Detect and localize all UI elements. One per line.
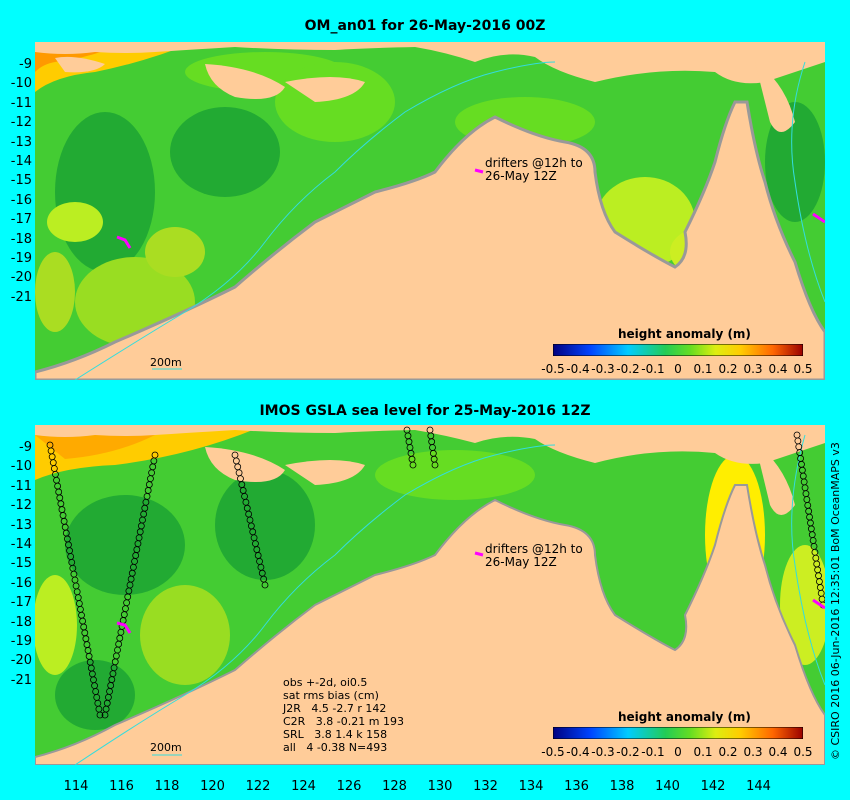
y-tick-label: -15 <box>10 173 32 189</box>
track-obs-circle <box>101 711 109 719</box>
drifters-label-bottom-2: 26-May 12Z <box>485 555 557 569</box>
drifter-track <box>116 235 132 249</box>
track-obs-circle <box>96 711 104 719</box>
colorbar-title-top: height anomaly (m) <box>618 327 751 341</box>
y-tick-label: -9 <box>19 57 32 72</box>
credit-text: © CSIRO 2016 06-Jun-2016 12:35:01 BoM Oc… <box>829 442 842 760</box>
stats-block: obs +-2d, oi0.5 sat rms bias (cm) J2R 4.5 … <box>283 676 404 754</box>
bottom-panel-title: IMOS GSLA sea level for 25-May-2016 12Z <box>259 403 591 419</box>
x-tick-label: 118 <box>154 779 180 794</box>
y-tick-label: -18 <box>10 231 32 247</box>
y-tick-label: -19 <box>10 251 32 266</box>
x-tick-label: 144 <box>746 779 771 794</box>
colorbar-tick-label: -0.4 <box>566 362 590 376</box>
track-obs-circle <box>261 581 269 589</box>
top-map-panel <box>35 42 825 380</box>
x-tick-label: 120 <box>200 779 225 794</box>
y-tick-label: -11 <box>10 95 32 111</box>
x-tick-label: 134 <box>518 779 544 794</box>
colorbar-tick-label: 0.2 <box>718 362 738 376</box>
colorbar-tick-label: 0.3 <box>743 745 763 759</box>
x-tick-label: 132 <box>473 779 498 794</box>
top-panel-title: OM_an01 for 26-May-2016 00Z <box>304 18 546 34</box>
x-tick-label: 140 <box>655 779 680 794</box>
x-tick-label: 138 <box>609 779 635 794</box>
y-tick-label: -21 <box>10 289 32 305</box>
depth-scale-label-top: 200m <box>150 356 182 369</box>
colorbar-tick-label: 0 <box>674 745 682 759</box>
colorbar-tick-label: 0.1 <box>693 362 713 376</box>
colorbar-tick-label: 0.3 <box>743 362 763 376</box>
y-tick-label: -12 <box>10 115 32 131</box>
colorbar-tick-label: 0.4 <box>768 745 788 759</box>
y-tick-label: -13 <box>10 517 32 533</box>
x-tick-label: 114 <box>63 779 89 794</box>
colorbar-bottom <box>553 727 803 739</box>
colorbar-tick-label: -0.1 <box>641 745 665 759</box>
x-tick-label: 130 <box>427 779 453 794</box>
y-tick-label: -17 <box>10 212 32 228</box>
y-tick-label: -20 <box>10 270 32 286</box>
colorbar-tick-label: -0.5 <box>541 745 565 759</box>
colorbar-tick-label: 0.5 <box>793 745 813 759</box>
colorbar-tick-label: 0.2 <box>718 745 738 759</box>
y-tick-label: -14 <box>10 154 32 169</box>
bottom-map-panel <box>35 425 825 765</box>
y-tick-label: -16 <box>10 192 32 208</box>
drifters-label-bottom-1: drifters @12h to <box>485 542 583 556</box>
stats-line: sat rms bias (cm) <box>283 689 379 702</box>
depth-scale-label-bottom: 200m <box>150 741 182 754</box>
colorbar-tick-label: -0.4 <box>566 745 590 759</box>
y-tick-label: -11 <box>10 478 32 494</box>
y-tick-label: -21 <box>10 672 32 688</box>
y-tick-label: -16 <box>10 575 32 591</box>
x-tick-label: 136 <box>564 779 589 794</box>
y-tick-label: -12 <box>10 498 32 514</box>
track-obs-circle <box>431 461 439 469</box>
colorbar-tick-label: 0.4 <box>768 362 788 376</box>
satellite-track-circles <box>46 426 825 719</box>
y-tick-label: -20 <box>10 653 32 669</box>
x-tick-label: 122 <box>245 779 271 794</box>
colorbar-tick-label: -0.1 <box>641 362 665 376</box>
stats-line: C2R 3.8 -0.21 m 193 <box>283 715 404 728</box>
x-tick-label: 128 <box>382 779 407 794</box>
drifters-label-top-1: drifters @12h to <box>485 156 583 170</box>
colorbar-tick-label: 0.5 <box>793 362 813 376</box>
x-tick-label: 116 <box>109 779 134 794</box>
y-tick-label: -19 <box>10 634 32 649</box>
drifters-label-top-2: 26-May 12Z <box>485 169 557 183</box>
x-tick-label: 124 <box>291 779 316 794</box>
stats-line: SRL 3.8 1.4 k 158 <box>283 728 388 741</box>
colorbar-tick-label: -0.3 <box>591 362 615 376</box>
colorbar-top <box>553 344 803 356</box>
y-tick-label: -9 <box>19 440 32 455</box>
y-tick-label: -10 <box>10 76 32 92</box>
y-tick-label: -18 <box>10 614 32 630</box>
colorbar-tick-label: -0.5 <box>541 362 565 376</box>
y-tick-label: -13 <box>10 134 32 150</box>
colorbar-title-bottom: height anomaly (m) <box>618 710 751 724</box>
y-tick-label: -17 <box>10 595 32 611</box>
track-obs-circle <box>409 461 417 469</box>
stats-line: J2R 4.5 -2.7 r 142 <box>283 702 387 715</box>
colorbar-tick-label: -0.3 <box>591 745 615 759</box>
stats-line: obs +-2d, oi0.5 <box>283 676 368 689</box>
colorbar-tick-label: 0.1 <box>693 745 713 759</box>
colorbar-tick-label: -0.2 <box>616 362 640 376</box>
stats-line: all 4 -0.38 N=493 <box>283 741 388 754</box>
x-tick-label: 142 <box>700 779 726 794</box>
y-tick-label: -15 <box>10 556 32 572</box>
y-tick-label: -14 <box>10 537 32 552</box>
y-tick-label: -10 <box>10 459 32 475</box>
colorbar-tick-label: -0.2 <box>616 745 640 759</box>
colorbar-tick-label: 0 <box>674 362 682 376</box>
x-tick-label: 126 <box>336 779 362 794</box>
